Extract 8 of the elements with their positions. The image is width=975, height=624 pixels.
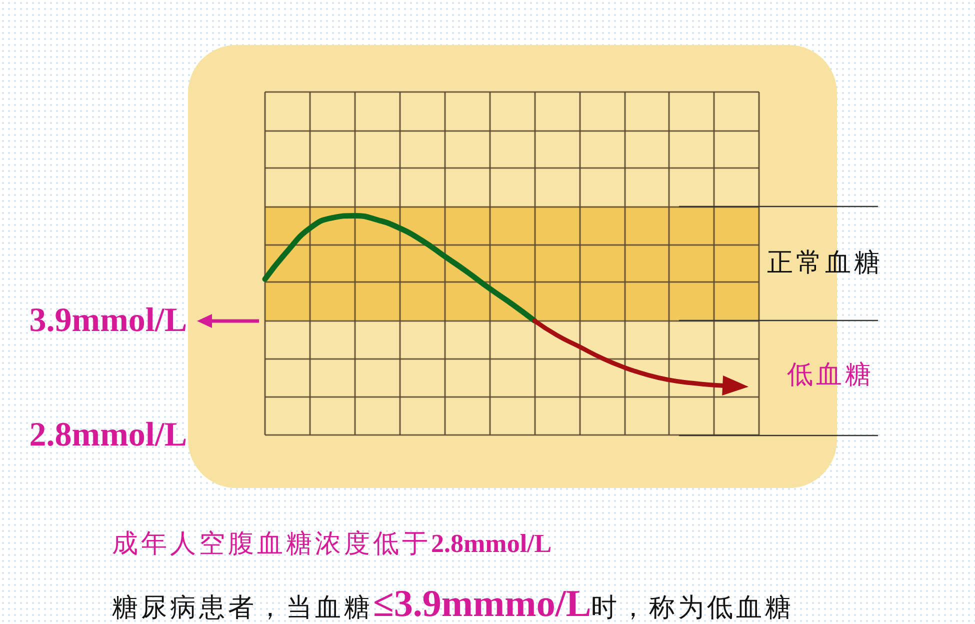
text: ≤3.9mmmo/L bbox=[373, 582, 592, 624]
text: 糖尿病患者，当血糖 bbox=[112, 592, 373, 622]
y-tick-label: 2.8mmol/L bbox=[29, 416, 187, 454]
y-tick-label: 3.9mmol/L bbox=[29, 302, 187, 340]
text: 时，称为低血糖 bbox=[591, 592, 794, 622]
text: 成年人空腹血糖浓度低于2.8mmol/L bbox=[112, 528, 552, 558]
band-label: 正常血糖 bbox=[767, 248, 883, 278]
text: 低血糖 bbox=[787, 360, 874, 390]
